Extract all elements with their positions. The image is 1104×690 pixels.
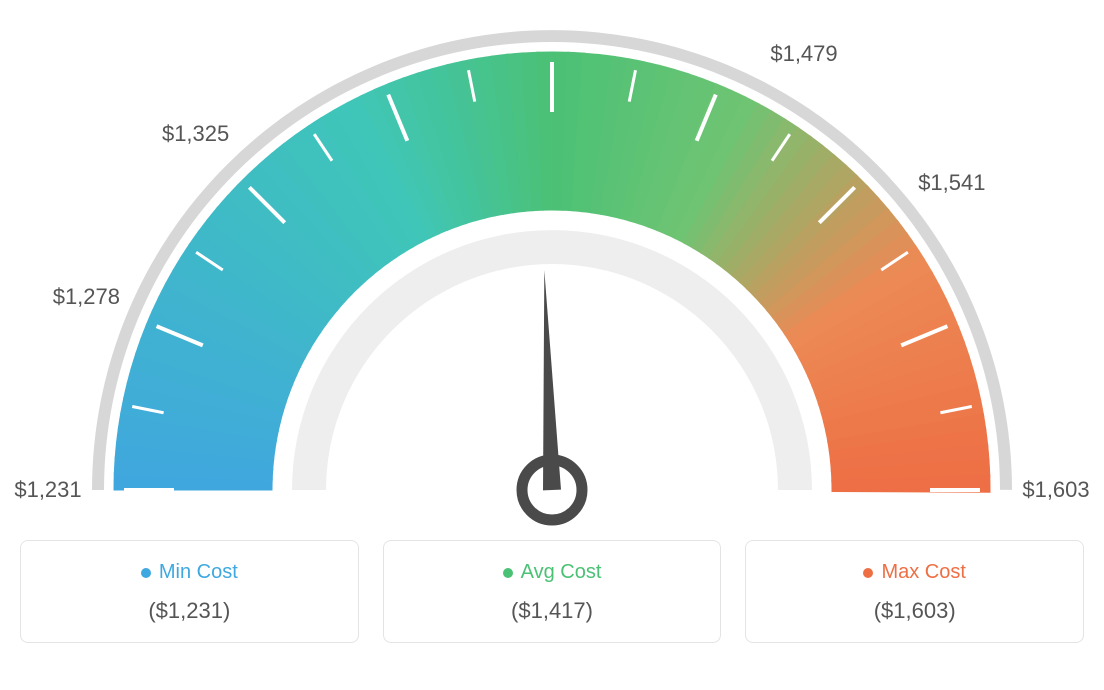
legend-value: ($1,603) xyxy=(758,598,1071,624)
legend-value: ($1,417) xyxy=(396,598,709,624)
legend-value: ($1,231) xyxy=(33,598,346,624)
legend-dot-icon xyxy=(503,568,513,578)
legend-card-max-cost: Max Cost ($1,603) xyxy=(745,540,1084,643)
legend-dot-icon xyxy=(863,568,873,578)
gauge-tick-label: $1,325 xyxy=(162,121,229,147)
gauge-tick-label: $1,603 xyxy=(1022,477,1089,503)
legend-title: Max Cost xyxy=(881,561,965,584)
legend-title: Min Cost xyxy=(159,561,238,584)
legend-card-min-cost: Min Cost ($1,231) xyxy=(20,540,359,643)
gauge-svg xyxy=(20,20,1084,540)
legend-card-avg-cost: Avg Cost ($1,417) xyxy=(383,540,722,643)
legend-row: Min Cost ($1,231) Avg Cost ($1,417) Max Cost… xyxy=(20,540,1084,643)
legend-title: Avg Cost xyxy=(521,561,602,584)
legend-dot-icon xyxy=(141,568,151,578)
gauge-tick-label: $1,541 xyxy=(918,170,985,196)
gauge-tick-label: $1,479 xyxy=(770,41,837,67)
gauge-tick-label: $1,231 xyxy=(14,477,81,503)
cost-gauge: $1,231$1,278$1,325$1,417$1,479$1,541$1,6… xyxy=(20,20,1084,540)
gauge-tick-label: $1,278 xyxy=(53,284,120,310)
